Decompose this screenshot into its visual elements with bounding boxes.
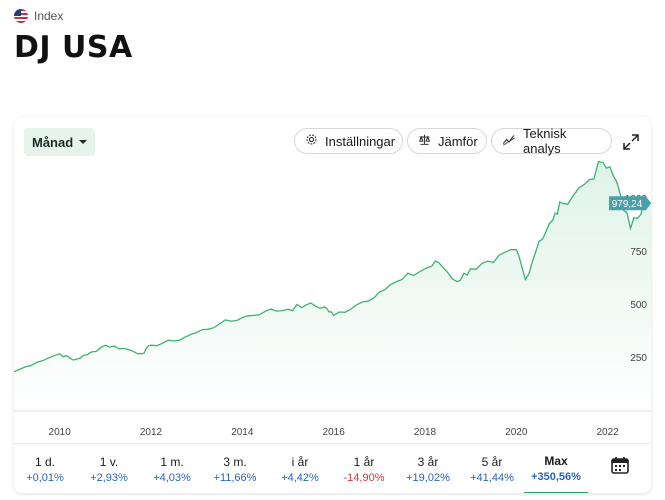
period-option[interactable]: 1 v. +2,93% [78,444,140,493]
technical-analysis-button[interactable]: Teknisk analys [491,126,612,156]
period-change: -14,90% [343,471,385,484]
period-option[interactable]: 3 m. +11,66% [204,444,266,493]
y-tick-label: 250 [630,353,647,364]
interval-dropdown-label: Månad [32,134,74,150]
period-label: 1 m. [160,454,184,469]
calendar-icon[interactable] [610,455,630,475]
scale-icon [418,133,431,149]
page-header: Index DJ USA [14,6,133,65]
page-title: DJ USA [14,30,133,65]
period-change: +0,01% [26,471,64,484]
period-label: 5 år [481,454,503,469]
period-label: i år [291,454,309,469]
period-change: +4,42% [281,471,319,484]
current-value-badge: 979,24 [609,196,651,211]
eyebrow: Index [14,6,133,26]
period-option[interactable]: 1 år -14,90% [333,444,395,493]
technical-analysis-label: Teknisk analys [523,126,567,156]
settings-label: Inställningar [325,133,396,149]
period-label: 1 v. [99,454,119,469]
current-value-label: 979,24 [612,199,643,210]
interval-dropdown[interactable]: Månad [24,128,96,156]
period-selector: 1 d. +0,01% 1 v. +2,93% 1 m. +4,03% 3 m. +11,66… [14,443,651,493]
x-tick-label: 2012 [140,427,163,438]
us-flag-icon [14,9,28,23]
price-area-fill [14,161,651,411]
period-label: 1 d. [34,454,55,469]
asset-type-label: Index [34,9,64,23]
x-tick-label: 2018 [414,427,437,438]
settings-button[interactable]: Inställningar [294,128,403,154]
trend-line-icon [502,133,516,149]
x-tick-label: 2014 [231,427,254,438]
period-change: +350,56% [531,470,581,483]
x-tick-label: 2020 [505,427,528,438]
y-tick-label: 750 [630,247,647,258]
period-option[interactable]: 1 d. +0,01% [14,444,76,493]
period-option[interactable]: 3 år +19,02% [397,444,459,493]
period-label: 3 år [417,454,439,469]
period-change: +11,66% [213,471,257,484]
x-tick-label: 2016 [323,427,346,438]
period-option[interactable]: 5 år +41,44% [461,444,523,493]
period-change: +41,44% [470,471,514,484]
period-change: +4,03% [153,471,191,484]
compare-button[interactable]: Jämför [407,128,487,154]
chevron-down-icon [79,140,88,144]
period-label: 1 år [353,454,375,469]
period-change: +19,02% [406,471,450,484]
expand-icon[interactable] [622,133,640,151]
compare-label: Jämför [438,133,478,149]
gear-icon [305,133,318,149]
period-option[interactable]: i år +4,42% [269,444,331,493]
x-tick-label: 2010 [49,427,72,438]
period-label: 3 m. [223,454,247,469]
period-option[interactable]: Max +350,56% [524,444,588,493]
period-option[interactable]: 1 m. +4,03% [141,444,203,493]
price-line [14,160,651,373]
y-tick-label: 500 [630,300,647,311]
chart-card: 2505007501000201020122014201620182020202… [14,117,651,493]
period-label: Max [544,453,568,468]
period-change: +2,93% [90,471,128,484]
x-tick-label: 2022 [596,427,619,438]
price-chart[interactable]: 2505007501000201020122014201620182020202… [14,117,651,443]
